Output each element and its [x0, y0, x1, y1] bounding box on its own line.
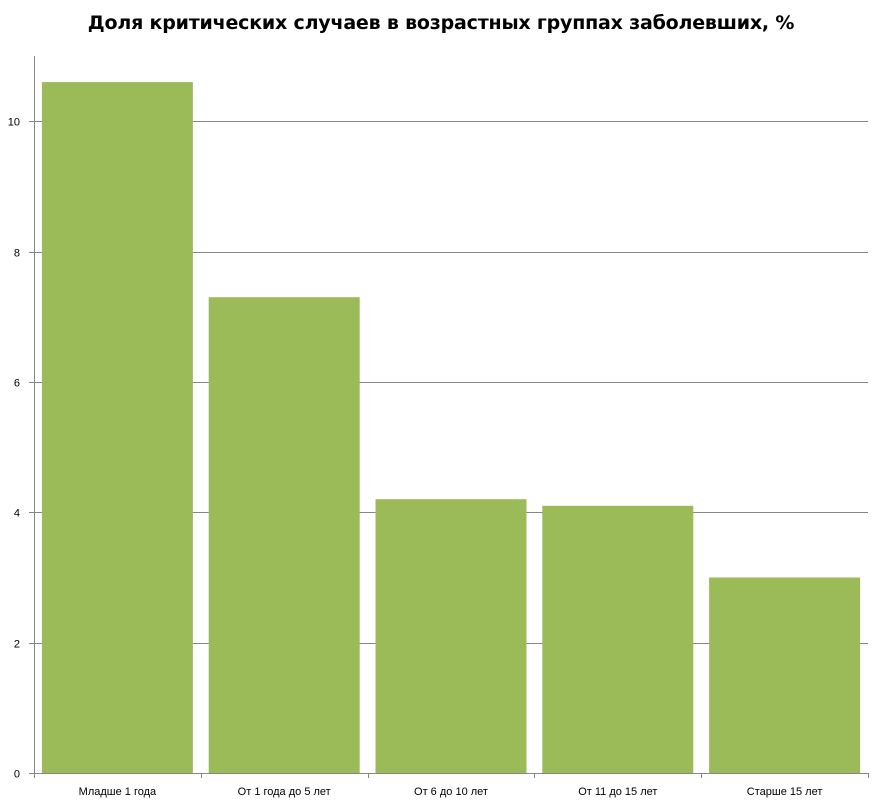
- x-tick-label: От 11 до 15 лет: [578, 786, 657, 798]
- bars: [41, 82, 861, 774]
- y-tick-label: 2: [14, 639, 20, 651]
- bar: [709, 577, 861, 773]
- y-tick-label: 8: [14, 248, 20, 260]
- x-tick-label: От 6 до 10 лет: [414, 786, 488, 798]
- bar: [542, 505, 694, 773]
- y-tick-labels: 0 2 4 6 8 10: [8, 117, 20, 781]
- x-tick-label: Младше 1 года: [79, 786, 157, 798]
- y-tick-label: 6: [14, 378, 20, 390]
- x-tick-labels: Младше 1 года От 1 года до 5 лет От 6 до 1…: [79, 786, 823, 798]
- bar: [208, 297, 360, 773]
- x-tick-label: От 1 года до 5 лет: [238, 786, 331, 798]
- axes: [29, 56, 869, 778]
- bar: [375, 499, 527, 773]
- chart-title: Доля критических случаев в возрастных гр…: [87, 12, 795, 34]
- y-tick-label: 10: [8, 117, 20, 129]
- x-tick-label: Старше 15 лет: [747, 786, 823, 798]
- y-tick-label: 4: [14, 508, 20, 520]
- bar: [41, 82, 193, 774]
- y-tick-label: 0: [14, 769, 20, 781]
